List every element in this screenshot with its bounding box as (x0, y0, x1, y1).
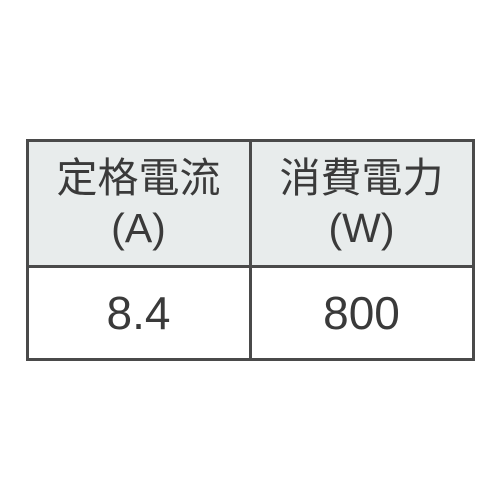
header-unit: (W) (270, 204, 454, 253)
value-cell: 800 (252, 268, 472, 358)
value-cell: 8.4 (29, 268, 249, 358)
column-power-consumption: 消費電力 (W) 800 (252, 142, 472, 357)
header-unit: (A) (47, 204, 231, 253)
header-cell: 定格電流 (A) (29, 142, 249, 267)
column-rated-current: 定格電流 (A) 8.4 (29, 142, 252, 357)
header-label: 定格電流 (47, 154, 231, 203)
value-text: 8.4 (47, 286, 231, 340)
value-text: 800 (270, 286, 454, 340)
header-cell: 消費電力 (W) (252, 142, 472, 267)
spec-table: 定格電流 (A) 8.4 消費電力 (W) 800 (26, 139, 475, 360)
header-label: 消費電力 (270, 154, 454, 203)
